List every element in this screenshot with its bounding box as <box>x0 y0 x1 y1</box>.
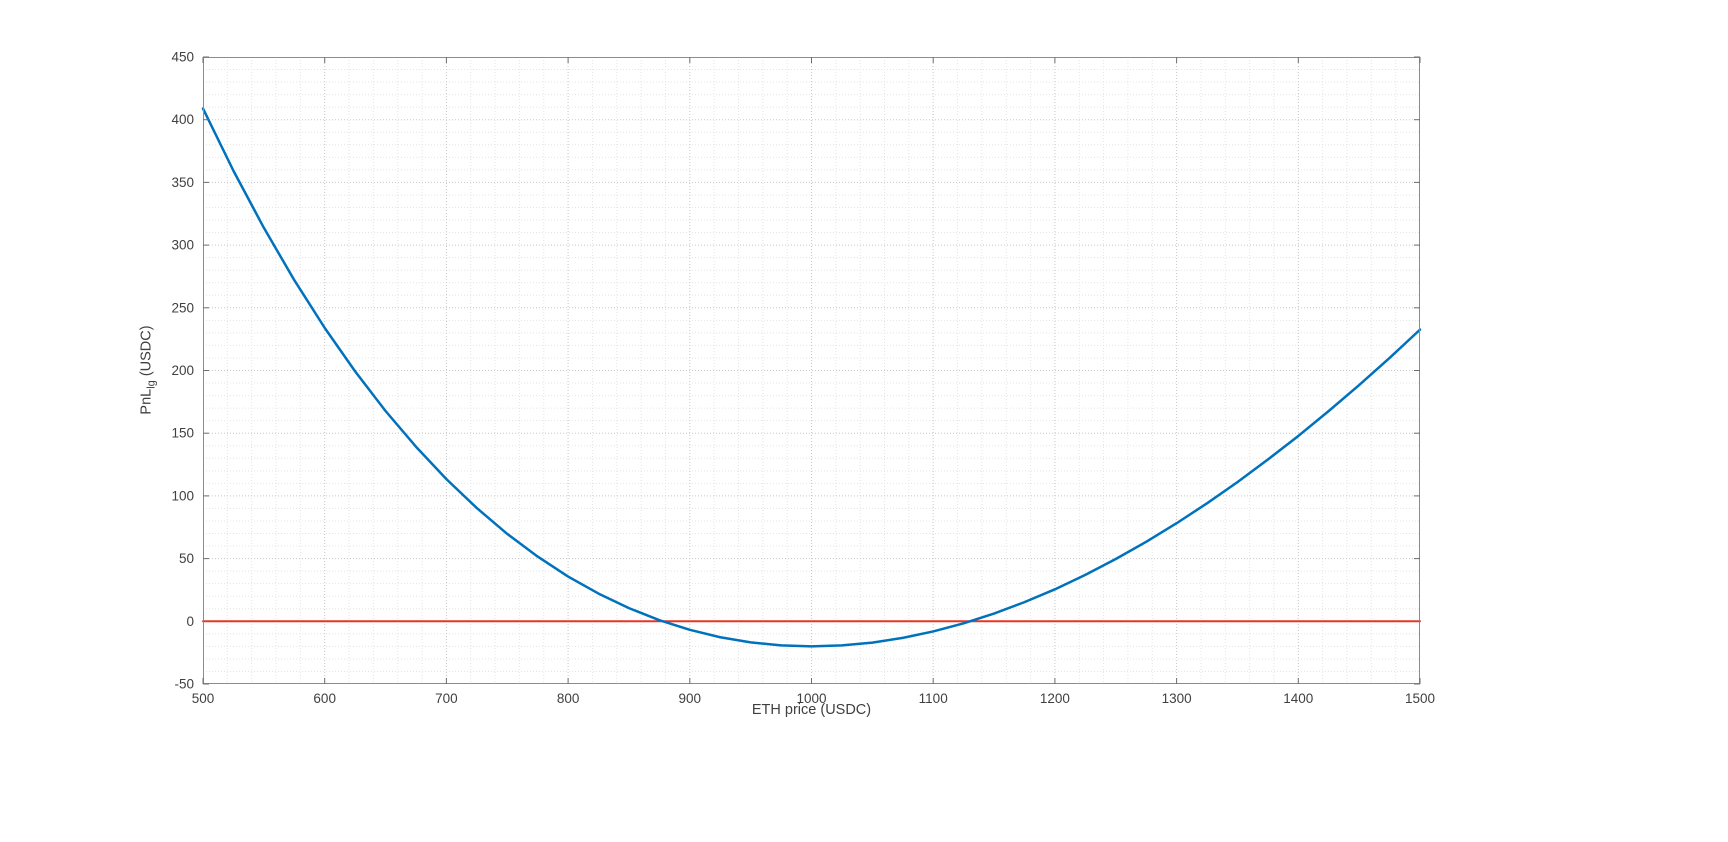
x-tick-labels: 500 600 700 800 900 1000 1100 1200 1300 1400 1500 <box>192 691 1435 706</box>
y-tick-label: 100 <box>171 488 194 503</box>
pnl-curve <box>201 107 1422 648</box>
plot-area: 500 600 700 800 900 1000 1100 1200 1300 1400 1500-… <box>171 50 1435 707</box>
chart-svg: 500 600 700 800 900 1000 1100 1200 1300 1400 1500-… <box>171 50 1435 707</box>
y-tick-label: 50 <box>179 551 194 566</box>
x-tick-label: 1000 <box>796 691 826 706</box>
y-axis-label-units: (USDC) <box>138 325 155 381</box>
y-tick-label: 0 <box>186 614 194 629</box>
y-tick-label: -50 <box>174 677 194 692</box>
y-tick-label: 200 <box>171 363 194 378</box>
y-tick-label: 450 <box>171 50 194 65</box>
y-axis-label: PnLlg (USDC) <box>139 325 158 414</box>
tick-marks <box>202 56 1421 685</box>
x-tick-label: 500 <box>192 691 215 706</box>
x-tick-label: 700 <box>435 691 458 706</box>
y-axis-label-main: PnL <box>138 388 155 415</box>
x-tick-label: 1400 <box>1283 691 1313 706</box>
axes-box <box>203 57 1420 684</box>
minor-grid <box>203 57 1420 684</box>
axes <box>203 57 1420 684</box>
y-tick-label: 250 <box>171 300 194 315</box>
x-tick-label: 800 <box>557 691 580 706</box>
x-axis-label: ETH price (USDC) <box>751 702 872 718</box>
x-tick-label: 1100 <box>919 691 948 706</box>
y-tick-label: 300 <box>171 238 194 253</box>
y-tick-label: 350 <box>171 175 194 190</box>
major-grid <box>203 57 1420 684</box>
y-tick-label: 150 <box>171 426 194 441</box>
y-tick-labels: -50 0 50 100 150 200 250 300 350 400 450 <box>171 50 194 692</box>
x-tick-label: 900 <box>679 691 702 706</box>
series <box>201 107 1422 648</box>
x-tick-label: 1300 <box>1162 691 1192 706</box>
y-axis-label-sub: lg <box>145 380 158 389</box>
x-tick-label: 600 <box>313 691 336 706</box>
x-tick-label: 1200 <box>1040 691 1070 706</box>
x-tick-label: 1500 <box>1405 691 1435 706</box>
y-tick-label: 400 <box>171 112 194 127</box>
